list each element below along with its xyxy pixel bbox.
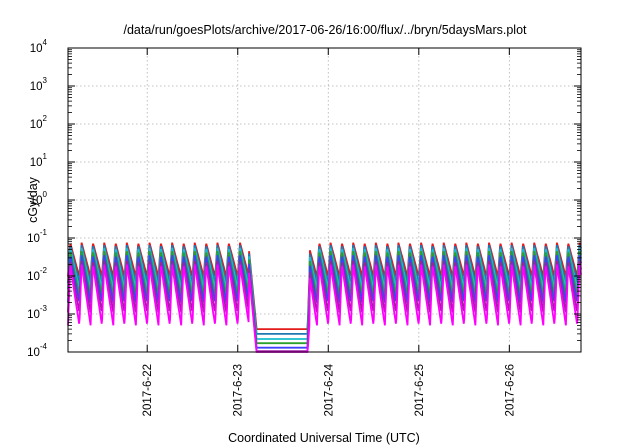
- series-line: [67, 251, 582, 345]
- series-layer: [67, 242, 582, 353]
- y-tick-label: 104: [30, 38, 48, 55]
- x-tick-label: 2017-6-23: [233, 364, 245, 416]
- series-line: [67, 255, 582, 349]
- series-line: [67, 260, 582, 353]
- y-tick-label: 10-3: [27, 304, 47, 321]
- y-tick-label: 10-1: [27, 228, 47, 245]
- x-tick-label: 2017-6-25: [414, 364, 426, 416]
- y-tick-label: 103: [30, 76, 48, 93]
- x-tick-label: 2017-6-26: [504, 364, 516, 416]
- y-axis-label: cGy/day: [26, 176, 40, 223]
- chart-title: /data/run/goesPlots/archive/2017-06-26/1…: [123, 23, 527, 37]
- x-tick-label: 2017-6-24: [323, 363, 335, 416]
- y-tick-label: 10-2: [27, 266, 47, 283]
- series-line: [67, 247, 582, 340]
- y-tick-label: 100: [30, 190, 48, 207]
- x-axis-label: Coordinated Universal Time (UTC): [228, 431, 420, 445]
- y-tick-label: 10-4: [27, 342, 47, 359]
- x-tick-label: 2017-6-22: [142, 364, 154, 416]
- y-tick-label: 102: [30, 114, 48, 131]
- ticks: 10-4 10-3 10-2 10-1 100 101 102 103 104 2017-6-22…: [27, 38, 581, 416]
- y-tick-label: 101: [30, 152, 48, 169]
- series-line: [67, 242, 582, 330]
- series-line: [67, 264, 582, 353]
